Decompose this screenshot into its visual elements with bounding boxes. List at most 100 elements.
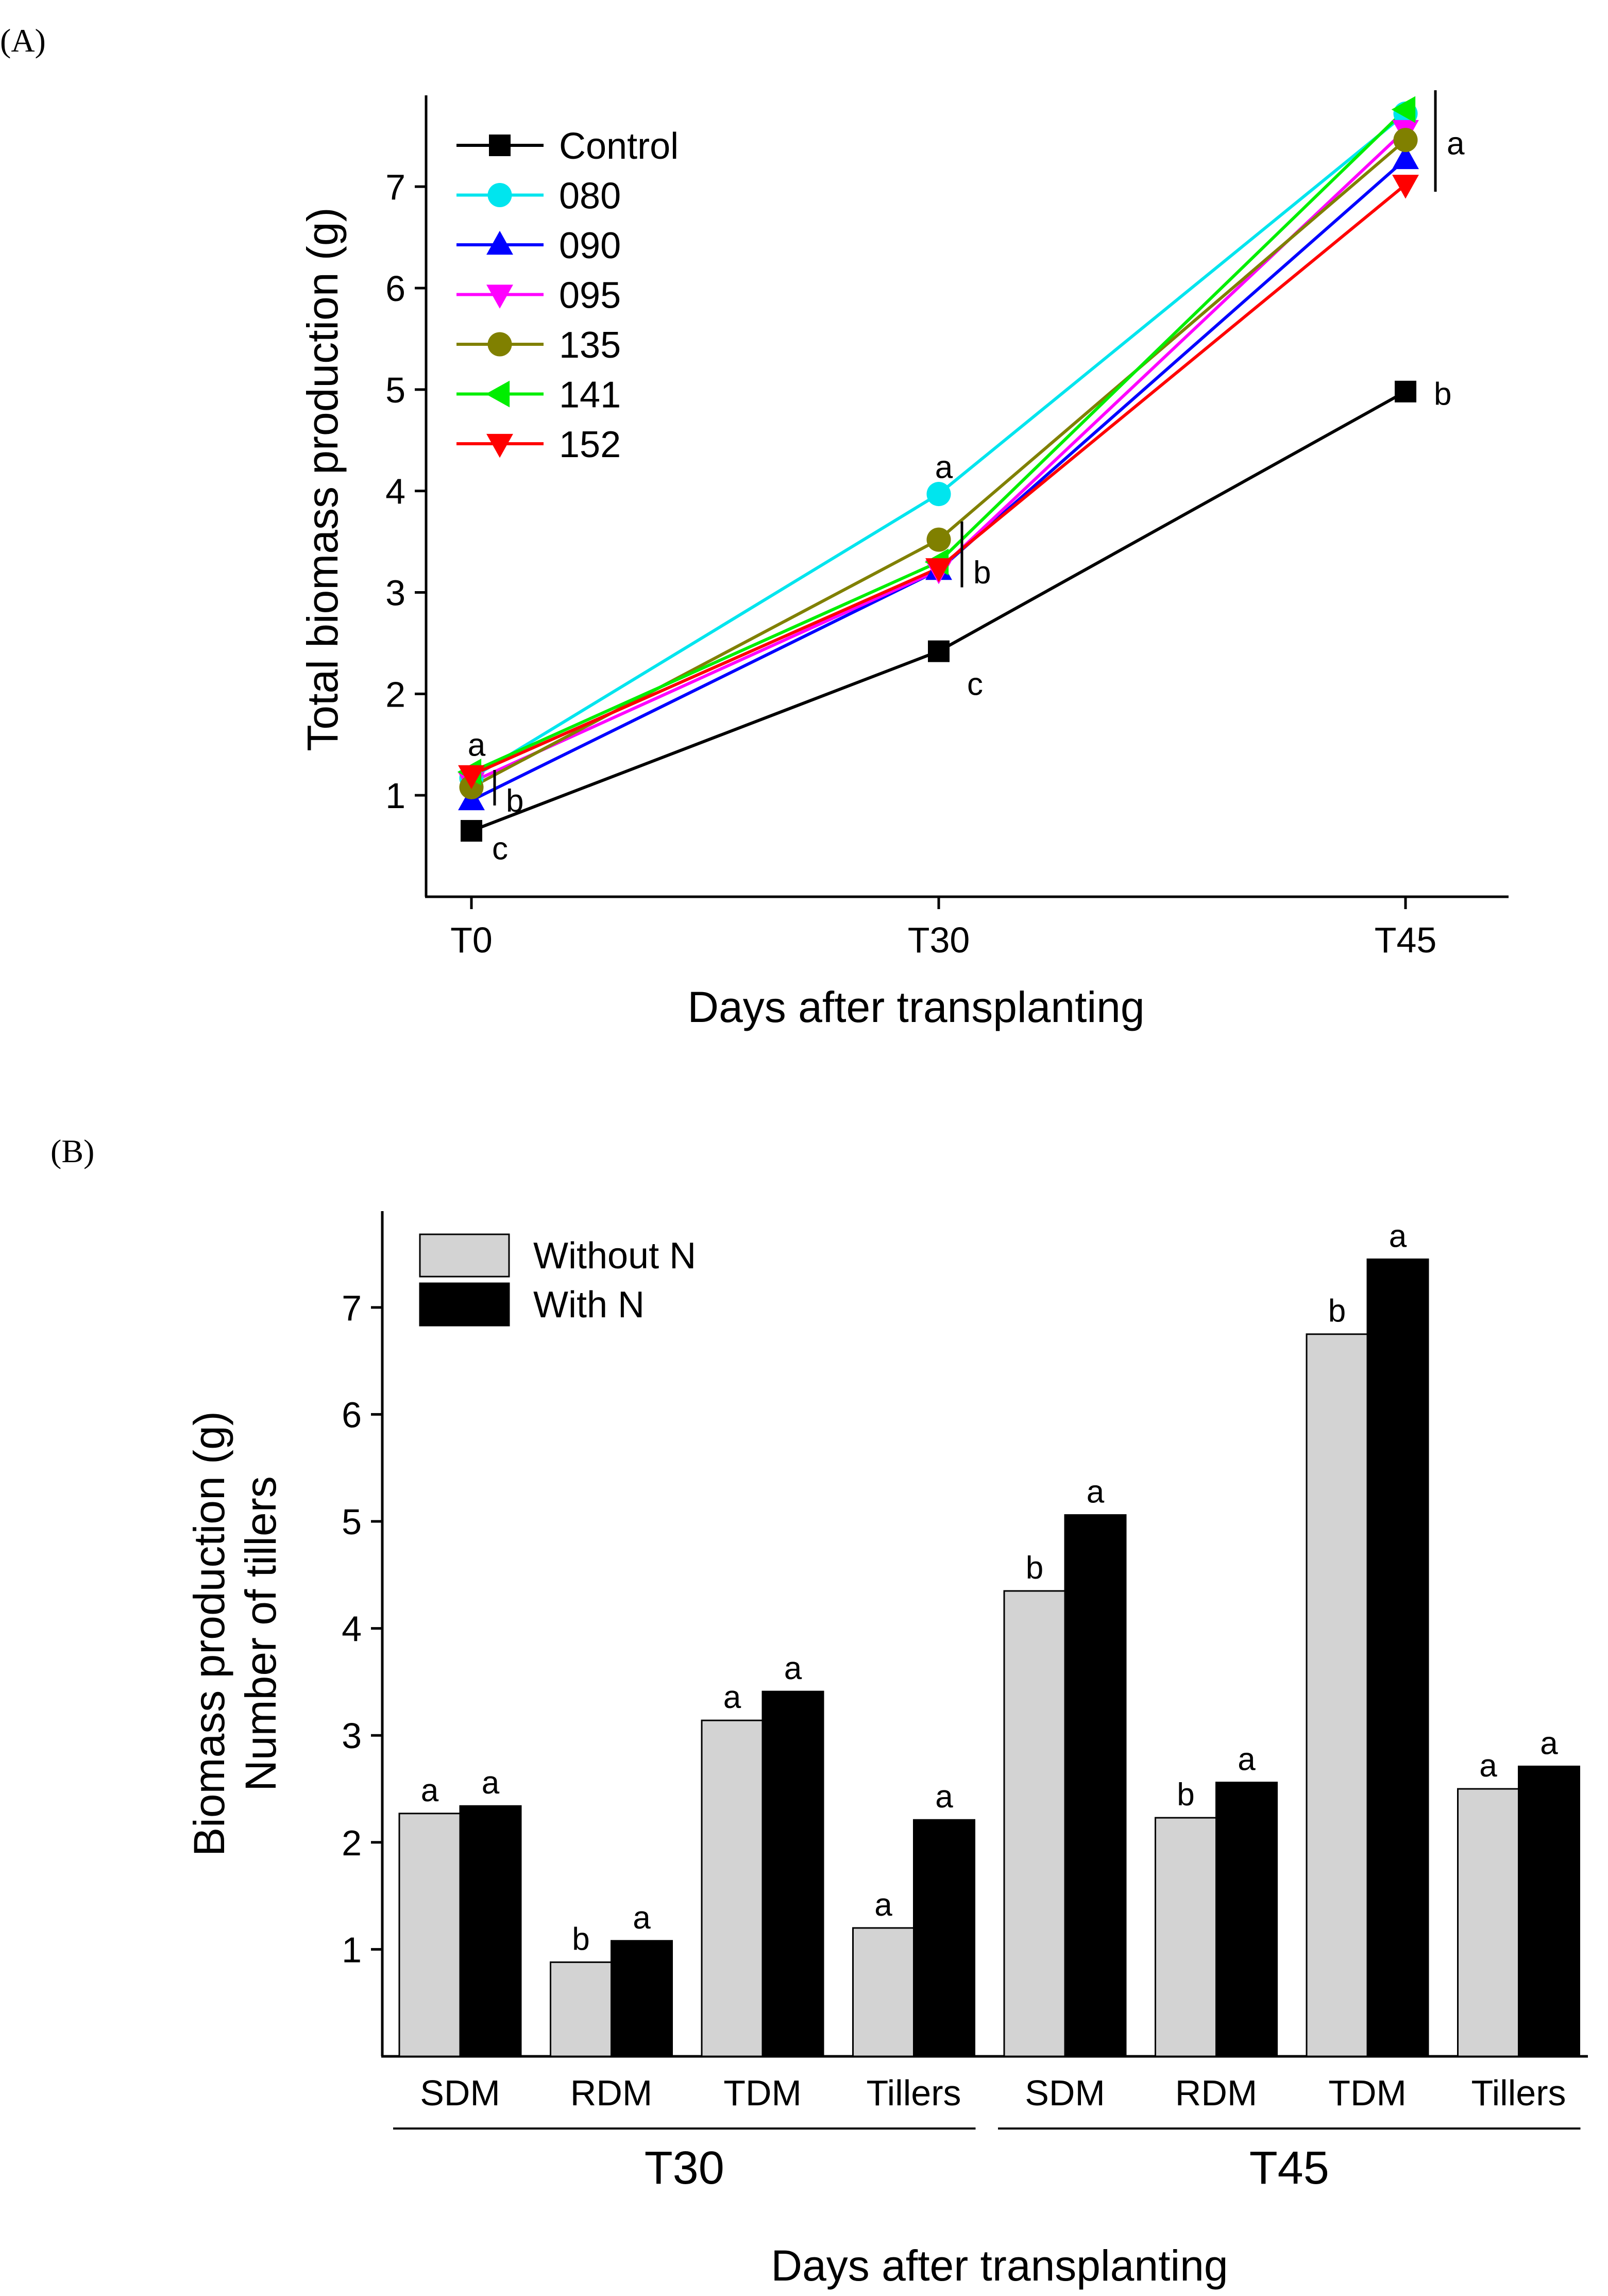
legend-marker-080 [487,182,512,208]
significance-letter: a [935,449,953,485]
significance-letter: b [1026,1550,1043,1586]
significance-letter: a [935,1779,953,1815]
bar-Without N-TDM [1306,1333,1368,2057]
legend-label-Control: Control [559,126,679,167]
significance-letter: a [1479,1748,1497,1784]
significance-letter: c [967,667,983,702]
panel-a-label: (A) [0,22,46,59]
legend-marker-090 [486,230,513,255]
y-tick-label: 5 [385,370,405,410]
y-tick-label: 6 [385,269,405,309]
bar-With N-Tillers [913,1819,975,2057]
x-tick-label: SDM [1025,2073,1105,2113]
significance-letter: a [1087,1474,1105,1510]
bar-With N-TDM [761,1690,824,2057]
data-point-152 [925,558,952,582]
y-tick-label: 1 [342,1930,362,1970]
legend-swatch-With N [419,1282,510,1327]
legend-marker-Control [489,135,511,156]
significance-letter: a [1389,1218,1407,1254]
panel-b-bars: a a b a a a a a b a b a b a a a [398,1218,1580,2057]
panel-b-x-ticks: SDM RDM TDM Tillers SDM RDM TDM Tillers [420,2073,1566,2113]
x-tick-label: RDM [570,2073,652,2113]
data-point-080 [926,482,951,507]
data-point-152 [458,765,485,790]
x-tick-label: RDM [1175,2073,1257,2113]
bar-Without N-SDM [1003,1590,1066,2057]
bar-Without N-RDM [1155,1817,1217,2057]
significance-letter: c [492,831,508,867]
data-point-135 [1393,128,1418,153]
panel-a-x-ticks: T0 T30 T45 [450,897,1436,960]
significance-letter: b [572,1921,589,1957]
significance-letter: a [482,1765,500,1801]
legend-label-135: 135 [559,325,621,366]
data-point-141 [1391,96,1416,123]
panel-a-x-label: Days after transplanting [687,983,1144,1031]
legend-label-095: 095 [559,275,621,316]
y-tick-label: 5 [342,1502,362,1542]
legend-label-Without N: Without N [533,1235,696,1277]
panel-b-legend: Without N With N [419,1233,696,1327]
x-tick-label: SDM [420,2073,500,2113]
legend-label-141: 141 [559,375,621,416]
legend-swatch-Without N [419,1233,510,1278]
legend-marker-135 [487,332,512,357]
y-tick-label: 3 [385,573,405,613]
panel-b-groups: T30 T45 [393,2127,1581,2194]
y-tick-label: 1 [385,776,405,816]
bar-Without N-SDM [398,1813,461,2057]
data-point-090 [1392,145,1419,170]
bar-Without N-Tillers [1457,1788,1519,2057]
bar-Without N-TDM [701,1719,764,2057]
legend-marker-141 [485,380,510,408]
data-point-Control [1395,380,1416,403]
significance-letter: b [1328,1294,1346,1329]
panel-b-x-label: Days after transplanting [771,2241,1228,2290]
significance-letter: b [1177,1777,1194,1813]
significance-letter: a [468,728,486,763]
significance-letter: a [1447,126,1465,162]
x-tick-label: Tillers [1471,2073,1566,2113]
bar-With N-TDM [1366,1258,1429,2057]
significance-letter: b [973,555,991,591]
data-point-Control [461,820,482,842]
panel-a-y-ticks: 1 2 3 4 5 6 7 [385,167,426,816]
panel-b-label: (B) [50,1133,94,1169]
y-tick-label: 4 [342,1609,362,1649]
y-tick-label: 2 [342,1823,362,1863]
x-tick-label: T30 [908,920,970,960]
bar-Without N-RDM [550,1961,612,2057]
data-point-152 [1392,175,1419,199]
significance-letter: a [723,1680,741,1715]
bar-Without N-Tillers [852,1927,915,2057]
bar-With N-SDM [1064,1514,1127,2057]
panel-a-series [457,96,1419,842]
x-tick-label: T0 [450,920,493,960]
panel-a-legend: Control 080 090 095 135 141 152 [456,126,679,465]
significance-letter: b [506,783,523,819]
significance-letter: a [874,1887,892,1923]
y-tick-label: 3 [342,1716,362,1756]
legend-marker-152 [486,433,513,458]
y-tick-label: 6 [342,1395,362,1435]
data-point-Control [928,640,950,662]
legend-label-090: 090 [559,225,621,266]
x-tick-label: TDM [1328,2073,1407,2113]
panel-b-y-ticks: 1 2 3 4 5 6 7 [342,1288,382,1970]
panel-b-y-label-2: Number of tillers [236,1476,285,1791]
group-label-T30: T30 [645,2142,724,2194]
legend-label-080: 080 [559,176,621,217]
bar-With N-RDM [611,1940,673,2057]
bar-With N-Tillers [1518,1765,1580,2057]
data-point-135 [926,527,951,552]
y-tick-label: 7 [385,167,405,207]
significance-letter: a [784,1651,802,1686]
bar-With N-RDM [1215,1782,1278,2057]
x-tick-label: TDM [723,2073,802,2113]
legend-label-152: 152 [559,424,621,465]
group-label-T45: T45 [1249,2142,1329,2194]
bar-With N-SDM [459,1805,522,2057]
